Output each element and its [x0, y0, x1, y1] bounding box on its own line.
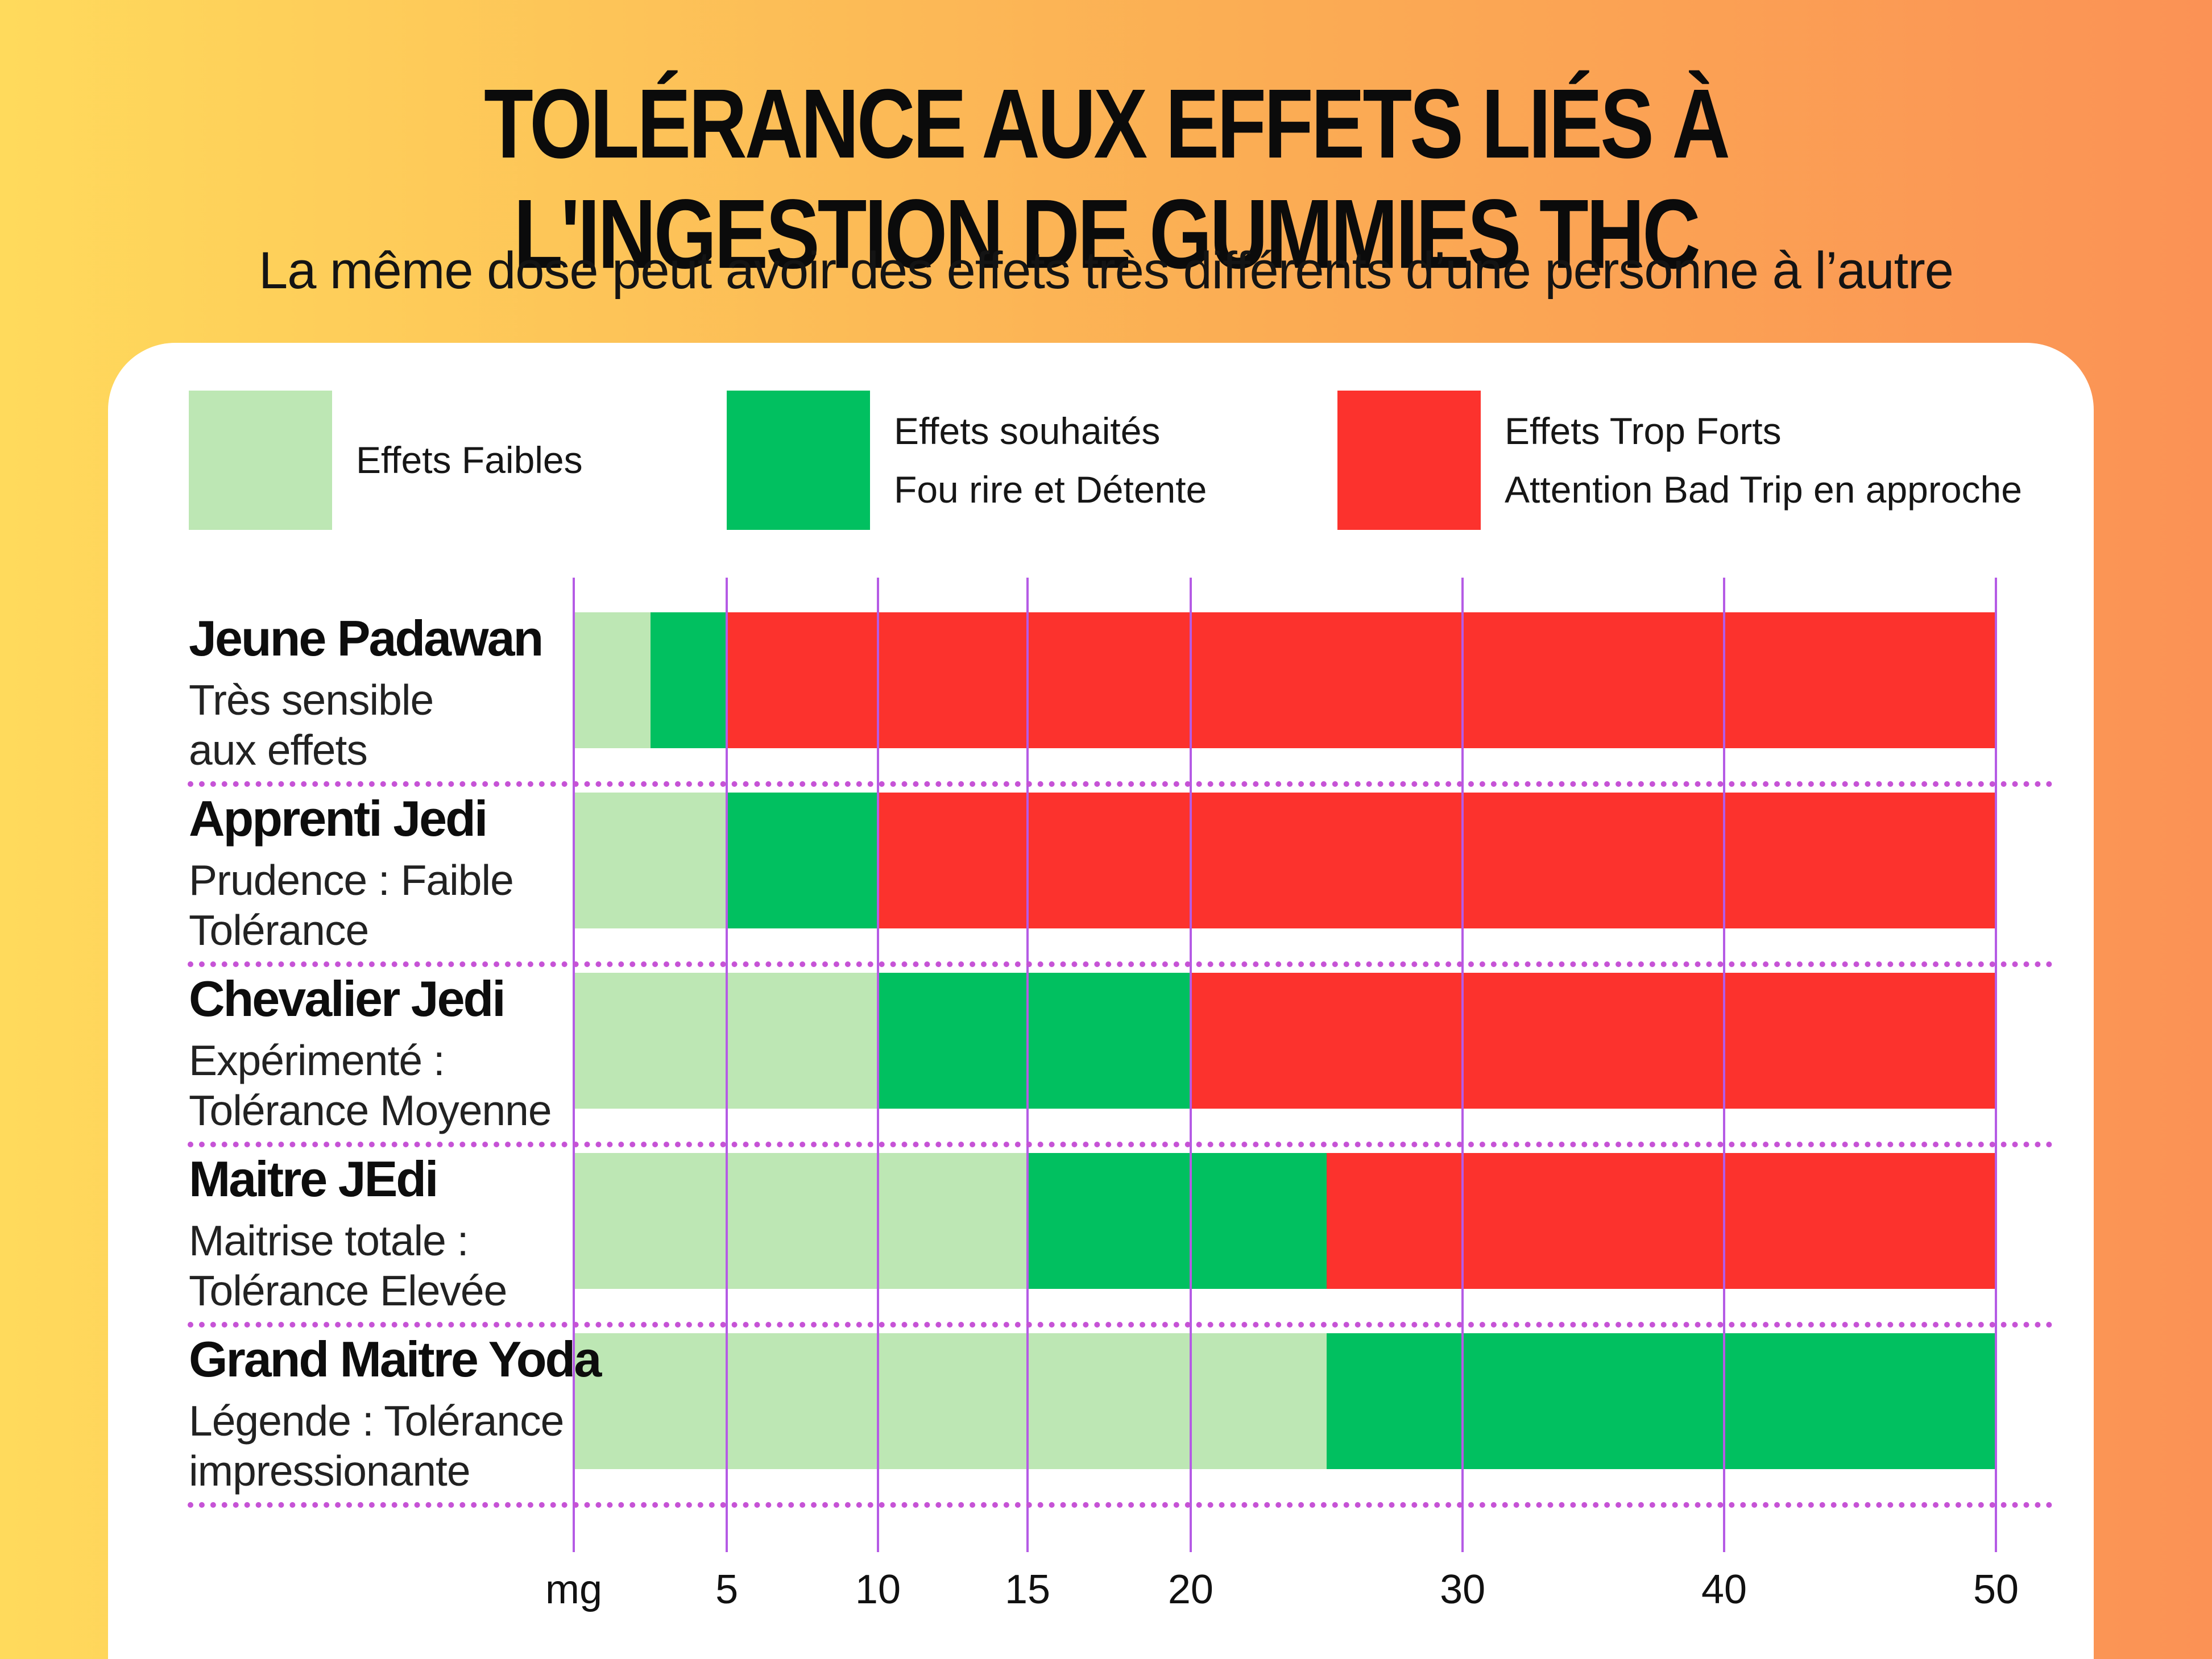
bar-row: [574, 612, 1996, 748]
subtitle: La même dose peut avoir des effets très …: [259, 242, 1954, 300]
legend-swatch-trop-fort: [1337, 391, 1481, 530]
row-heading: Grand Maitre Yoda: [189, 1331, 602, 1387]
row-desc-line: Tolérance: [189, 906, 369, 954]
legend-label-line: Effets Trop Forts: [1505, 410, 1782, 453]
gridline-40: [1723, 578, 1726, 1552]
row-heading: Chevalier Jedi: [189, 970, 506, 1027]
tolerance-bar-chart: Jeune Padawan Très sensible aux effets Appr…: [108, 343, 2094, 1659]
row-separator: [188, 961, 2053, 967]
main-title: TOLÉRANCE AUX EFFETS LIÉS À L'INGESTION …: [0, 69, 2212, 289]
axis-tick-label-10: 10: [855, 1567, 901, 1612]
bar-segment-faible: [574, 1333, 1327, 1469]
legend-item-trop-fort: Effets Trop Forts Attention Bad Trip en …: [1337, 391, 2022, 530]
bar-segment-faible: [574, 793, 727, 928]
bar-segment-faible: [574, 612, 651, 748]
bar-row: [574, 973, 1996, 1109]
bar-segment-souhaite: [877, 973, 1191, 1109]
title-line-2: L'INGESTION DE GUMMIES THC: [513, 179, 1700, 290]
legend-label-trop-fort: Effets Trop Forts Attention Bad Trip en …: [1505, 402, 2022, 519]
row-heading: Apprenti Jedi: [189, 790, 488, 847]
row-label: Chevalier Jedi Expérimenté : Tolérance Moy…: [189, 963, 575, 1135]
bar-row: [574, 793, 1996, 928]
row-desc-line: Expérimenté :: [189, 1036, 445, 1084]
gridline-20: [1189, 578, 1192, 1552]
legend-item-souhaite: Effets souhaités Fou rire et Détente: [727, 391, 1207, 530]
row-desc-line: Tolérance Moyenne: [189, 1086, 552, 1134]
row-desc-line: Maitrise totale :: [189, 1217, 469, 1264]
bar-segment-souhaite: [1028, 1153, 1327, 1289]
row-label: Maitre JEdi Maitrise totale : Tolérance El…: [189, 1143, 575, 1316]
row-heading: Jeune Padawan: [189, 610, 544, 666]
axis-tick-label-5: 5: [715, 1567, 739, 1612]
legend-label-line: Effets souhaités: [894, 410, 1161, 453]
row-separator: [188, 1142, 2053, 1147]
row-desc-line: Légende : Tolérance: [189, 1397, 564, 1445]
row-label: Jeune Padawan Très sensible aux effets: [189, 602, 575, 775]
axis-tick-label-50: 50: [1973, 1567, 2019, 1612]
bar-row: [574, 1153, 1996, 1289]
row-desc-line: Tolérance Elevée: [189, 1267, 507, 1314]
legend-label-line: Attention Bad Trip en approche: [1505, 468, 2022, 511]
gridline-5: [726, 578, 728, 1552]
axis-tick-label-30: 30: [1440, 1567, 1486, 1612]
axis-tick-label-15: 15: [1005, 1567, 1051, 1612]
gridline-10: [876, 578, 879, 1552]
bar-segment-trop_fort: [727, 612, 1996, 748]
title-line-1: TOLÉRANCE AUX EFFETS LIÉS À: [484, 69, 1730, 180]
row-separator: [188, 781, 2053, 787]
bar-segment-souhaite: [1327, 1333, 1996, 1469]
row-label: Grand Maitre Yoda Légende : Tolérance impr…: [189, 1323, 602, 1496]
row-desc-line: impressionante: [189, 1447, 471, 1495]
row-separator: [188, 1322, 2053, 1328]
bar-segment-faible: [574, 1153, 1028, 1289]
legend-swatch-faible: [189, 391, 332, 530]
bar-row: [574, 1333, 1996, 1469]
row-desc-line: Très sensible: [189, 676, 434, 724]
bar-segment-souhaite: [727, 793, 878, 928]
row-desc-line: Prudence : Faible: [189, 856, 514, 904]
row-label: Apprenti Jedi Prudence : Faible Tolérance: [189, 782, 575, 955]
legend-label-faible: Effets Faibles: [356, 431, 583, 489]
infographic-card: Effets Faibles Effets souhaités Fou rire…: [108, 343, 2094, 1659]
row-heading: Maitre JEdi: [189, 1151, 438, 1207]
legend-item-faible: Effets Faibles: [189, 391, 583, 530]
bar-segment-souhaite: [650, 612, 727, 748]
gridline-50: [1995, 578, 1997, 1552]
bar-segment-trop_fort: [1190, 973, 1996, 1109]
legend-label-souhaite: Effets souhaités Fou rire et Détente: [894, 402, 1207, 519]
axis-tick-label-40: 40: [1701, 1567, 1747, 1612]
axis-tick-label-20: 20: [1167, 1567, 1213, 1612]
legend-label-line: Effets Faibles: [356, 439, 583, 482]
bar-segment-trop_fort: [877, 793, 1996, 928]
row-separator: [188, 1502, 2053, 1508]
bar-segment-trop_fort: [1327, 1153, 1996, 1289]
legend-label-line: Fou rire et Détente: [894, 468, 1207, 511]
axis-tick-label-mg: mg: [545, 1567, 603, 1612]
legend-swatch-souhaite: [727, 391, 870, 530]
gridline-mg: [573, 578, 575, 1552]
row-desc-line: aux effets: [189, 726, 368, 774]
gridline-15: [1026, 578, 1029, 1552]
gridline-30: [1461, 578, 1464, 1552]
